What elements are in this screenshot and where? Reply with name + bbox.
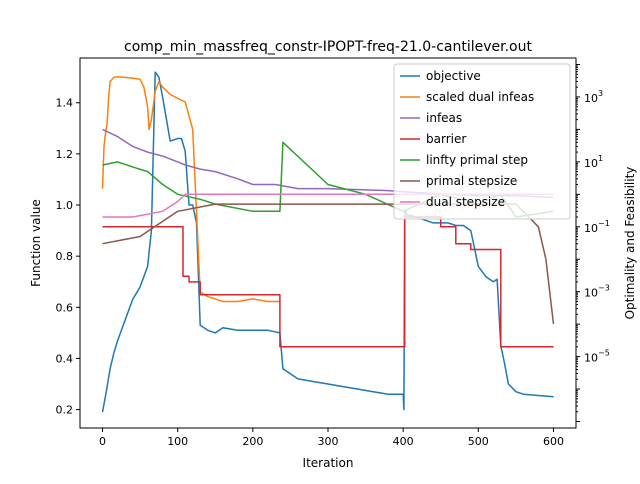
y-left-tick-label: 1.0 [56, 199, 74, 212]
x-tick-label: 600 [543, 435, 564, 448]
y-right-tick-label: 10−5 [584, 349, 610, 365]
legend-entry: infeas [426, 111, 462, 125]
series-line-objective [101, 71, 554, 413]
y-right-tick-label: 10−1 [584, 219, 610, 235]
legend-entry: scaled dual infeas [426, 90, 534, 104]
legend: objective scaled dual infeas infeas barrier… [393, 63, 571, 220]
x-tick-label: 0 [99, 435, 106, 448]
x-tick-label: 200 [242, 435, 263, 448]
y-left-tick-label: 0.6 [56, 301, 74, 314]
series-line-barrier [102, 216, 554, 348]
y-left-tick-label: 1.2 [56, 148, 74, 161]
x-tick-label: 400 [393, 435, 414, 448]
y-left-tick-label: 1.4 [56, 97, 74, 110]
x-tick-label: 500 [468, 435, 489, 448]
y-left-tick-label: 0.4 [56, 352, 74, 365]
series-line-scaled-dual-infeas [101, 75, 280, 303]
legend-entry: objective [426, 69, 481, 83]
plot-frame [79, 57, 577, 429]
y-right-tick-label: 103 [584, 89, 603, 105]
y-right-tick-label: 10−3 [584, 284, 610, 300]
legend-entry: primal stepsize [426, 174, 517, 188]
y-right-tick-label: 101 [584, 154, 603, 170]
x-axis-label: Iteration [303, 456, 354, 470]
legend-entry: barrier [426, 132, 466, 146]
y-axis-label-left: Function value [29, 199, 43, 287]
series-line-dual-stepsize [102, 193, 554, 218]
x-tick-label: 100 [167, 435, 188, 448]
legend-entry: linfty primal step [426, 153, 528, 167]
chart-title: comp_min_massfreq_constr-IPOPT-freq-21.0… [124, 39, 532, 55]
x-tick-label: 300 [318, 435, 339, 448]
axes-layer: 0 100 200 300 400 500 600 0.2 0.4 0.6 0.8 1.0 1.2 1.4… [56, 63, 610, 448]
legend-box [393, 63, 571, 220]
y-axis-label-right: Optimality and Feasibility [623, 167, 637, 320]
y-left-tick-label: 0.2 [56, 404, 74, 417]
y-left-tick-label: 0.8 [56, 250, 74, 263]
legend-entry: dual stepsize [426, 195, 505, 209]
